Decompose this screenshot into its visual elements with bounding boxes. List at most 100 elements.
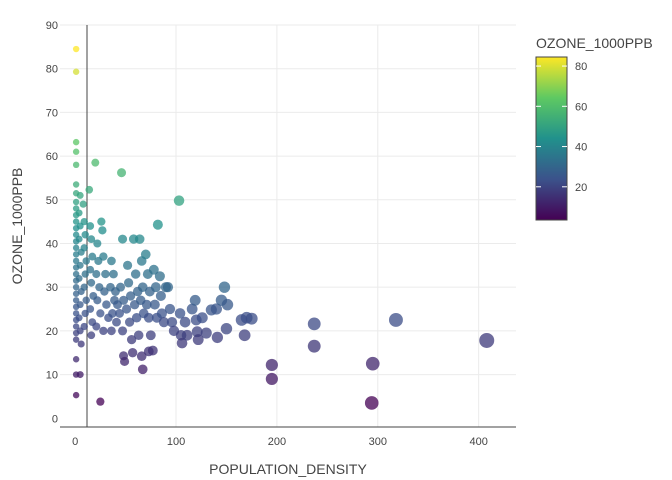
scatter-point <box>72 391 80 399</box>
x-tick-label: 100 <box>167 436 185 448</box>
scatter-point <box>76 261 84 269</box>
scatter-point <box>80 322 88 331</box>
scatter-point <box>189 294 201 306</box>
y-tick-label: 90 <box>46 20 58 32</box>
data-points <box>72 45 495 410</box>
scatter-point <box>143 312 154 323</box>
scatter-point <box>75 274 83 282</box>
scatter-point <box>121 304 132 314</box>
scatter-point <box>80 217 88 226</box>
scatter-point <box>72 45 80 53</box>
scatter-point <box>93 239 102 248</box>
y-tick-label: 80 <box>46 64 58 76</box>
scatter-point <box>75 235 83 243</box>
y-tick-label: 40 <box>46 238 58 250</box>
scatter-point <box>238 329 251 342</box>
scatter-point <box>265 358 278 372</box>
x-axis-title: POPULATION_DENSITY <box>209 461 367 477</box>
scatter-point <box>133 330 144 340</box>
scatter-point <box>100 287 109 296</box>
scatter-point <box>123 278 134 288</box>
scatter-point <box>179 316 191 328</box>
scatter-point <box>388 312 403 327</box>
scatter-point <box>76 371 84 379</box>
scatter-point <box>220 322 233 335</box>
scatter-point <box>72 148 80 155</box>
scatter-point <box>117 168 127 178</box>
scatter-point <box>80 283 88 291</box>
scatter-point <box>102 300 111 309</box>
scatter-point <box>134 234 145 244</box>
colorbar-tick-label: 80 <box>575 61 587 73</box>
scatter-point <box>72 244 80 252</box>
scatter-point <box>86 265 95 274</box>
scatter-point <box>164 303 176 315</box>
scatter-point <box>162 282 174 293</box>
scatter-point <box>92 270 101 279</box>
scatter-point <box>81 231 89 239</box>
scatter-point <box>72 138 80 146</box>
scatter-point <box>76 301 84 309</box>
scatter-point <box>97 217 106 226</box>
scatter-point <box>108 309 117 318</box>
scatter-point <box>87 331 96 340</box>
scatter-point <box>115 308 124 318</box>
scatter-point <box>72 297 80 304</box>
y-tick-label: 60 <box>46 151 58 163</box>
scatter-point <box>86 222 95 230</box>
scatter-point <box>72 181 80 188</box>
scatter-point <box>112 317 121 327</box>
scatter-point <box>75 314 83 322</box>
scatter-point <box>107 326 116 336</box>
scatter-point <box>192 334 204 346</box>
scatter-point <box>181 329 193 341</box>
scatter-point <box>107 256 116 266</box>
scatter-point <box>150 282 161 293</box>
x-tick-label: 300 <box>369 436 387 448</box>
scatter-point <box>82 257 90 265</box>
colorbar-legend: OZONE_1000PPB 20 40 60 80 <box>535 35 653 221</box>
scatter-point <box>137 364 148 375</box>
scatter-point <box>265 372 278 386</box>
scatter-point <box>131 313 142 323</box>
colorbar-ticks: 20 40 60 80 <box>536 61 587 194</box>
scatter-point <box>72 257 80 265</box>
scatter-point <box>124 317 135 327</box>
scatter-point <box>99 252 108 261</box>
scatter-point <box>152 219 163 230</box>
scatter-point <box>91 158 100 167</box>
y-tick-label: 70 <box>46 107 58 119</box>
scatter-point <box>82 296 90 305</box>
scatter-point <box>155 290 166 301</box>
scatter-point <box>72 198 80 206</box>
y-tick-label: 20 <box>46 326 58 338</box>
x-tick-label: 0 <box>72 436 78 448</box>
scatter-point <box>120 356 130 367</box>
scatter-point <box>72 283 80 291</box>
colorbar-tick-label: 60 <box>575 101 587 113</box>
x-tick-label: 400 <box>469 436 487 448</box>
scatter-point <box>307 339 321 353</box>
scatter-point <box>210 303 223 315</box>
scatter-point <box>118 326 128 336</box>
scatter-point <box>85 185 94 194</box>
scatter-point <box>145 330 156 341</box>
scatter-point <box>77 340 85 348</box>
scatter-point <box>166 316 178 328</box>
scatter-point <box>87 278 96 287</box>
y-tick-label: 30 <box>46 282 58 294</box>
axes <box>60 25 516 428</box>
scatter-point <box>479 332 495 348</box>
scatter-point <box>79 200 87 208</box>
y-tick-label: 0 <box>52 413 58 425</box>
scatter-point <box>156 308 167 319</box>
scatter-point <box>122 260 133 270</box>
scatter-point <box>72 323 80 330</box>
scatter-point <box>174 308 186 319</box>
scatter-point <box>99 326 108 336</box>
scatter-point <box>72 68 80 75</box>
gridlines <box>60 24 516 427</box>
scatter-point <box>148 264 159 275</box>
scatter-point <box>86 305 95 313</box>
scatter-point <box>92 322 101 331</box>
